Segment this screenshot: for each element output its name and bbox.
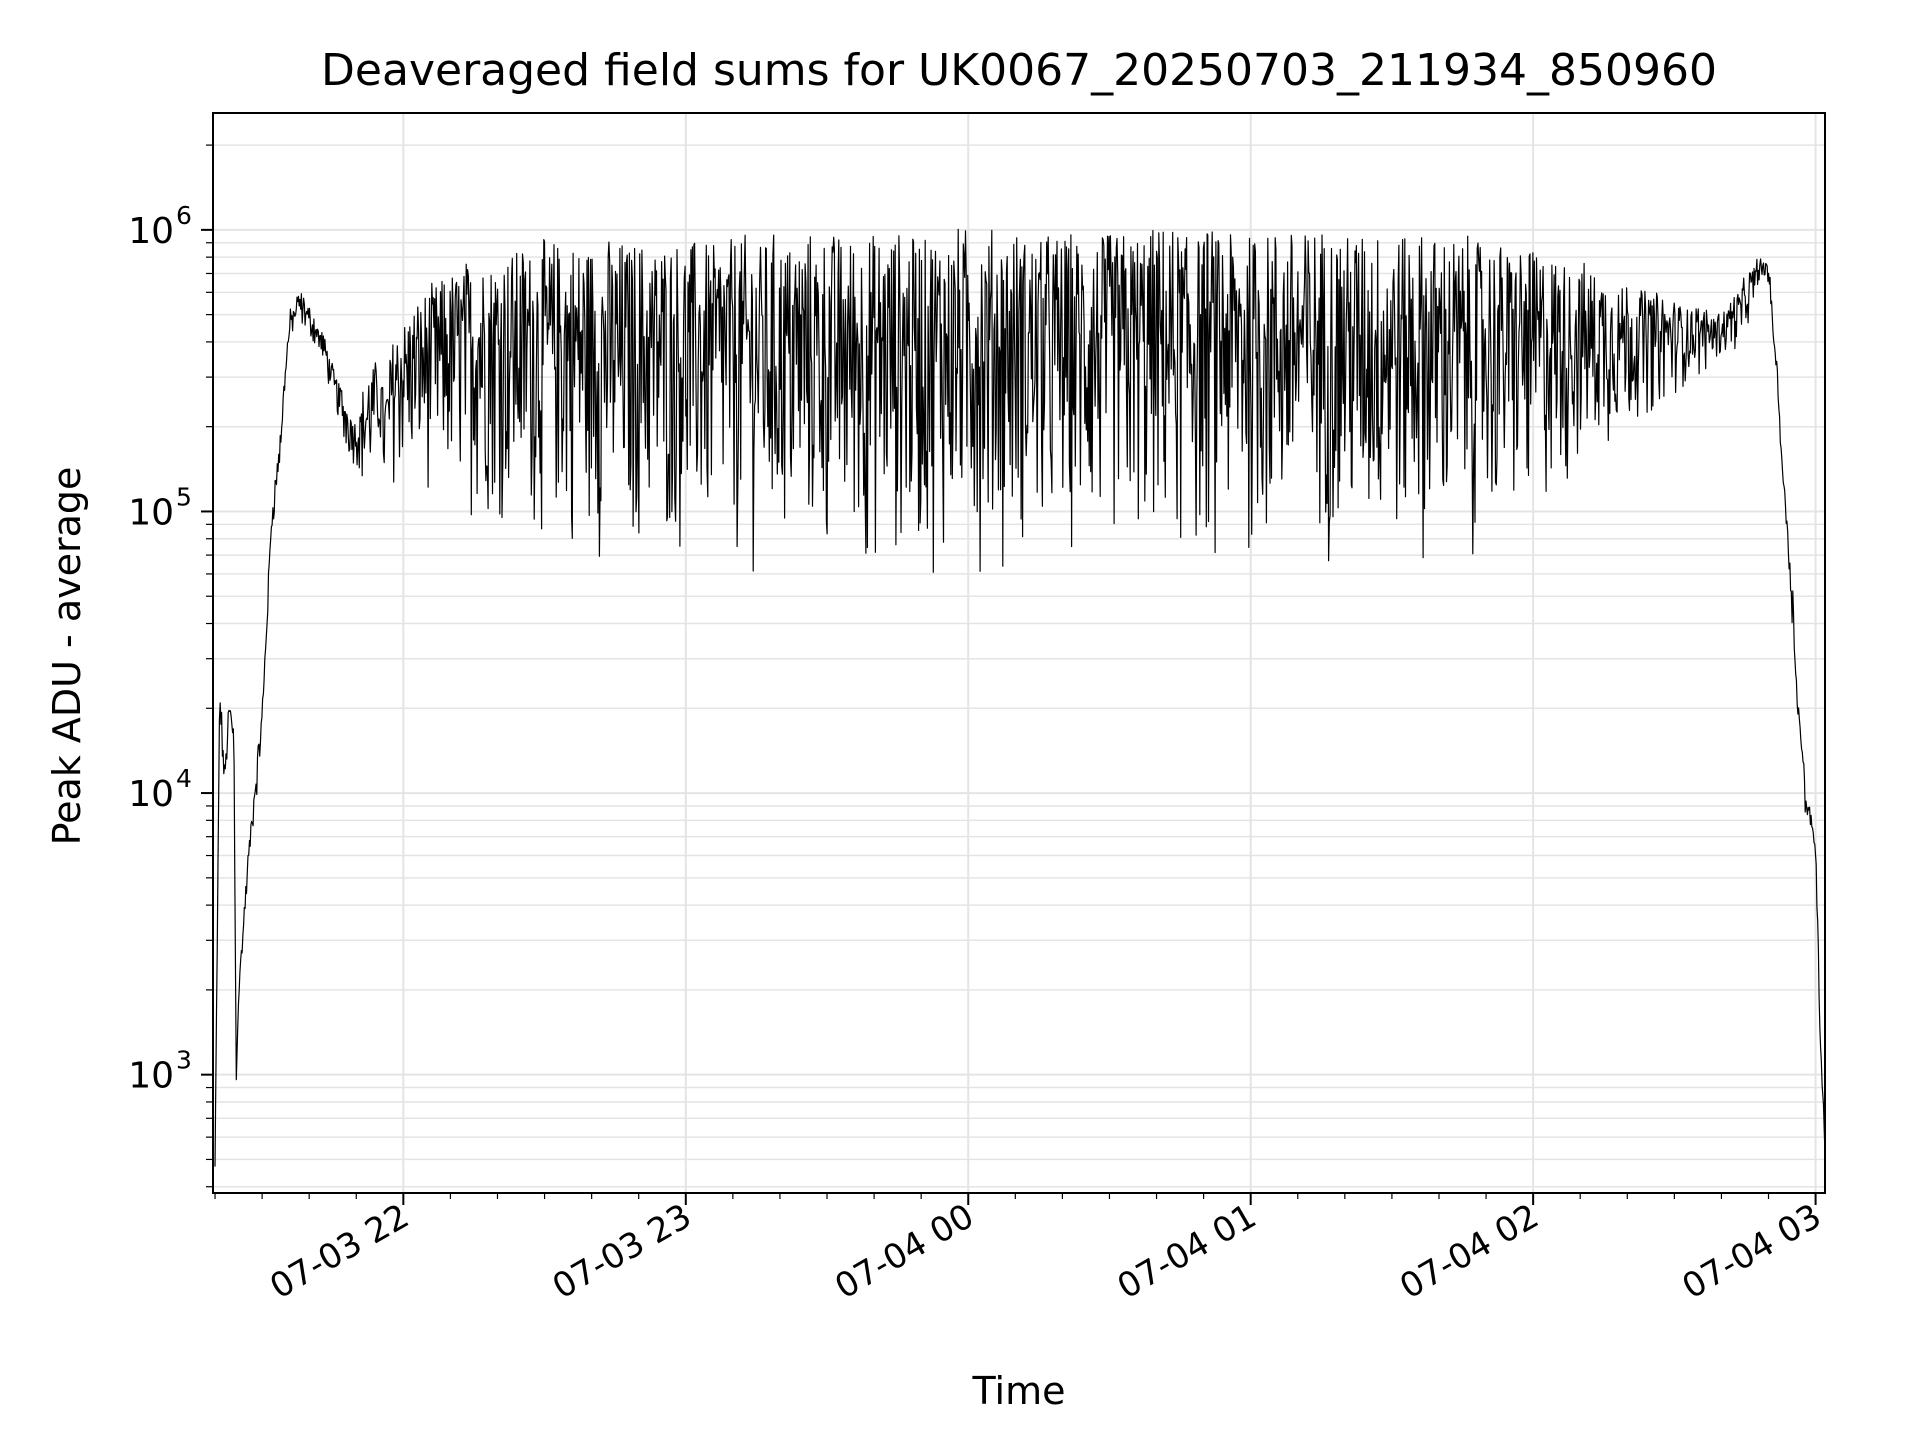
y-tick-label-base: 10 — [128, 492, 174, 533]
chart-title: Deaveraged field sums for UK0067_2025070… — [321, 45, 1717, 96]
y-tick-label: 10 6 — [128, 201, 192, 252]
y-tick-label-base: 10 — [128, 211, 174, 252]
plot-frame — [212, 112, 1826, 1194]
y-tick-label-exponent: 6 — [176, 201, 192, 230]
data-series — [214, 228, 1826, 1167]
y-tick-label-exponent: 5 — [176, 482, 192, 511]
y-tick-label-exponent: 4 — [176, 764, 192, 793]
y-tick-label-exponent: 3 — [176, 1046, 192, 1075]
y-tick-label: 10 4 — [128, 764, 192, 815]
y-tick-label-base: 10 — [128, 774, 174, 815]
y-axis-label: Peak ADU - average — [45, 467, 89, 846]
y-tick-label: 10 3 — [128, 1046, 192, 1097]
series-line — [214, 228, 1826, 1167]
grid — [213, 113, 1825, 1193]
y-tick-label-base: 10 — [128, 1056, 174, 1097]
x-axis-label: Time — [972, 1369, 1066, 1413]
y-tick-label: 10 5 — [128, 482, 192, 533]
